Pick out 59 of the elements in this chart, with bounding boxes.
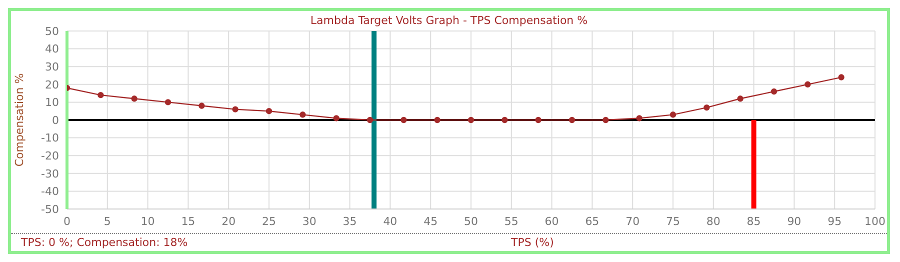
point <box>164 99 172 106</box>
point <box>232 106 238 112</box>
y-tick-label: 10 <box>45 96 59 110</box>
x-tick-label: 45 <box>424 214 438 228</box>
text: TPS: 0 %; Compensation: 18% <box>21 236 188 249</box>
x-tick-label: 0 <box>64 214 70 228</box>
x-tick-label: 95 <box>828 214 842 228</box>
point <box>434 116 440 124</box>
point <box>838 74 844 80</box>
x-tick-label: 30 <box>302 214 316 228</box>
x-tick-label: 55 <box>504 214 518 228</box>
point <box>804 81 811 88</box>
point <box>468 116 474 124</box>
x-tick-label: 25 <box>262 214 276 228</box>
y-tick-label: -40 <box>41 185 59 198</box>
y-tick-label: -10 <box>41 132 59 145</box>
x-tick-label: 5 <box>104 214 111 228</box>
x-tick-label: 60 <box>544 214 559 228</box>
point <box>670 112 676 118</box>
chart-title: Lambda Target Volts Graph - TPS Compensation % <box>310 14 588 27</box>
point <box>568 116 576 124</box>
point <box>400 116 407 124</box>
y-tick-label: 40 <box>45 42 59 56</box>
point <box>366 116 374 124</box>
point <box>770 88 778 95</box>
point <box>300 112 306 118</box>
point <box>704 104 710 111</box>
point <box>98 92 104 98</box>
x-tick-label: 100 <box>864 214 886 228</box>
y-axis-title: Compensation % <box>12 73 26 167</box>
point <box>198 102 205 109</box>
point <box>131 96 138 102</box>
y-tick-label: -30 <box>41 167 59 180</box>
x-tick-label: 75 <box>666 214 680 228</box>
point <box>266 108 272 114</box>
x-tick-label: 85 <box>746 214 761 228</box>
point <box>333 115 340 122</box>
x-tick-label: 50 <box>464 214 478 228</box>
y-tick-label: -20 <box>41 150 59 163</box>
x-tick-label: 10 <box>140 214 155 228</box>
y-tick-label: -50 <box>41 202 59 216</box>
point <box>602 116 609 124</box>
x-tick-label: 35 <box>342 214 357 228</box>
point <box>636 115 642 122</box>
x-axis-title: TPS (%) <box>511 236 554 249</box>
point <box>502 116 508 124</box>
x-tick-label: 80 <box>706 214 720 228</box>
point <box>737 96 744 102</box>
x-tick-label: 40 <box>383 214 398 228</box>
x-tick-label: 20 <box>222 214 236 228</box>
y-tick-label: 50 <box>45 24 59 38</box>
y-tick-label: 0 <box>52 114 59 127</box>
x-tick-label: 65 <box>585 214 600 228</box>
x-tick-label: 15 <box>181 214 196 228</box>
x-tick-label: 90 <box>787 214 802 228</box>
x-tick-label: 70 <box>626 214 640 228</box>
y-tick-label: 20 <box>45 78 59 92</box>
y-tick-label: 30 <box>45 60 59 74</box>
point <box>535 116 542 124</box>
